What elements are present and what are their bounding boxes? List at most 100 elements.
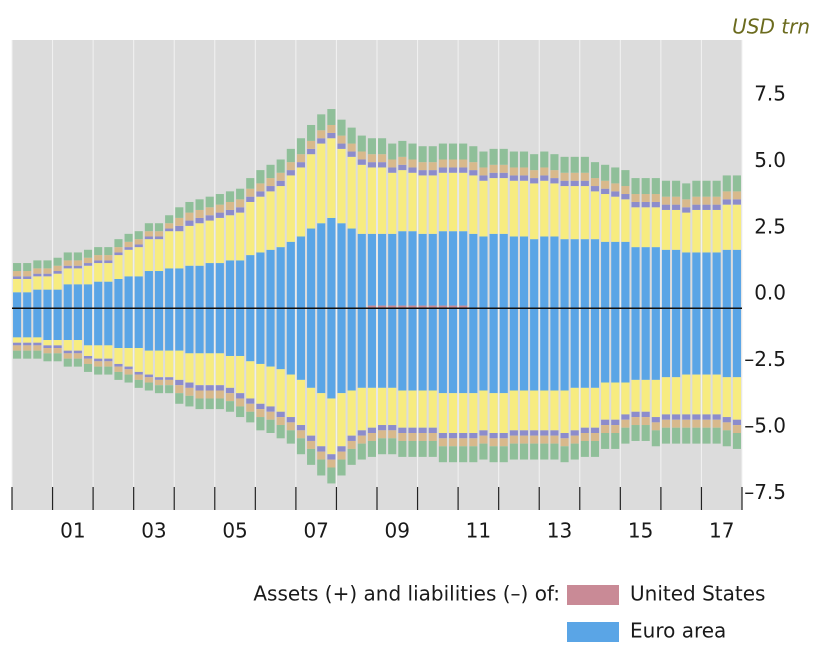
bar-segment	[712, 374, 721, 415]
bar-segment	[367, 432, 376, 441]
bar-segment	[286, 170, 295, 176]
bar-segment	[134, 374, 143, 380]
bar-segment	[195, 398, 204, 410]
bar-segment	[489, 172, 498, 179]
bar-segment	[327, 454, 336, 460]
bar-segment	[489, 432, 498, 439]
bar-segment	[469, 162, 478, 171]
bar-segment	[246, 178, 255, 189]
bar-segment	[641, 207, 650, 248]
bar-segment	[692, 196, 701, 205]
bar-segment	[347, 435, 356, 441]
bar-segment	[398, 231, 407, 306]
bar-segment	[682, 414, 691, 420]
bar-segment	[621, 308, 630, 383]
bar-segment	[398, 390, 407, 428]
legend-label: United States	[630, 582, 765, 606]
bar-segment	[661, 180, 671, 197]
bar-segment	[104, 255, 113, 261]
bar-segment	[428, 170, 437, 176]
bar-segment	[23, 337, 32, 343]
bar-segment	[296, 308, 306, 380]
bar-segment	[418, 233, 427, 306]
bar-segment	[185, 265, 194, 309]
bar-segment	[509, 236, 518, 309]
bar-segment	[53, 257, 62, 266]
bar-segment	[276, 159, 285, 173]
bar-segment	[33, 260, 42, 269]
bar-segment	[631, 425, 640, 441]
bar-segment	[225, 191, 235, 202]
bar-segment	[83, 345, 93, 356]
bar-segment	[722, 430, 731, 447]
bar-segment	[459, 305, 468, 309]
bar-segment	[550, 236, 559, 309]
bar-segment	[692, 180, 701, 197]
bar-segment	[398, 140, 407, 157]
bar-segment	[631, 308, 640, 380]
bar-segment	[317, 143, 326, 224]
bar-segment	[651, 207, 660, 248]
bar-segment	[43, 348, 52, 354]
bar-segment	[489, 308, 498, 394]
bar-segment	[236, 406, 245, 418]
bar-segment	[702, 209, 711, 253]
bar-segment	[23, 345, 32, 351]
bar-segment	[124, 374, 133, 383]
bar-segment	[712, 180, 721, 197]
bar-segment	[621, 186, 630, 195]
bar-segment	[33, 350, 42, 359]
bar-segment	[428, 432, 437, 441]
bar-segment	[601, 164, 610, 181]
bar-segment	[327, 124, 336, 133]
bar-segment	[540, 151, 549, 168]
bar-segment	[692, 252, 701, 309]
bar-segment	[23, 308, 32, 338]
bar-segment	[307, 435, 316, 441]
bar-segment	[590, 162, 600, 179]
bar-segment	[134, 371, 143, 375]
bar-segment	[246, 255, 255, 309]
bar-segment	[682, 374, 691, 415]
bar-segment	[53, 340, 62, 346]
bar-segment	[367, 138, 376, 155]
bar-segment	[83, 263, 93, 266]
bar-segment	[702, 427, 711, 444]
bar-segment	[570, 387, 579, 431]
bar-segment	[428, 162, 437, 171]
bar-segment	[225, 201, 235, 210]
bar-segment	[641, 178, 650, 195]
bar-segment	[266, 411, 275, 420]
bar-segment	[23, 263, 32, 272]
bar-segment	[246, 403, 255, 412]
bar-segment	[134, 231, 143, 240]
bar-segment	[479, 180, 488, 237]
bar-segment	[722, 249, 731, 309]
bar-segment	[276, 180, 285, 187]
bar-segment	[185, 382, 194, 388]
bar-segment	[276, 411, 285, 418]
bar-segment	[611, 196, 620, 242]
bar-segment	[438, 446, 447, 463]
bar-segment	[225, 401, 235, 412]
bar-segment	[611, 191, 620, 197]
bar-segment	[672, 196, 681, 205]
bar-segment	[661, 419, 671, 428]
bar-segment	[661, 414, 671, 420]
bar-segment	[428, 308, 437, 391]
bar-segment	[580, 172, 589, 181]
bar-segment	[317, 223, 326, 309]
bar-segment	[83, 355, 93, 359]
x-tick-label: 13	[547, 519, 572, 543]
bar-segment	[499, 148, 508, 165]
bar-segment	[459, 159, 468, 168]
bar-segment	[256, 403, 265, 410]
bar-segment	[499, 164, 508, 173]
bar-segment	[337, 459, 346, 476]
bar-segment	[621, 170, 630, 187]
bar-segment	[692, 308, 701, 375]
bar-segment	[327, 217, 336, 309]
bar-segment	[154, 236, 164, 240]
bar-segment	[13, 278, 22, 293]
bar-segment	[317, 451, 326, 460]
